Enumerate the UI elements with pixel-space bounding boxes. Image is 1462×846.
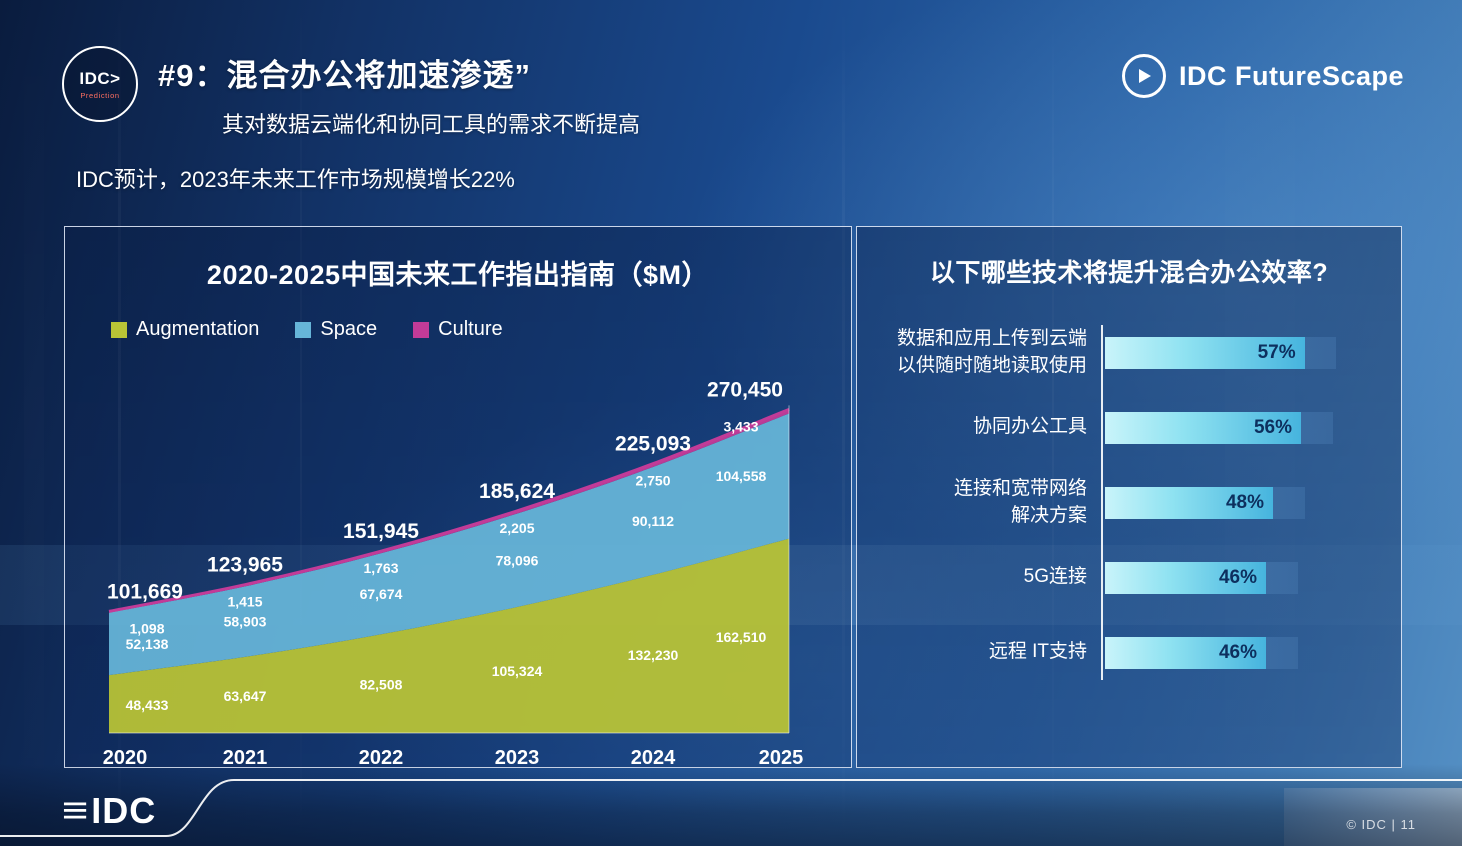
- bar-percent-label: 56%: [1253, 416, 1292, 438]
- bar-row: 数据和应用上传到云端 以供随时随地读取使用 57%: [873, 315, 1385, 390]
- augmentation-value-label: 162,510: [716, 629, 767, 645]
- legend-item-augmentation: Augmentation: [111, 318, 259, 341]
- total-value-label: 151,945: [343, 520, 419, 543]
- background-streak: [842, 0, 845, 846]
- year-axis-label: 2025: [759, 747, 804, 769]
- idc-logo-bars-icon: ≡: [61, 790, 90, 832]
- bar-zone: 57%: [1105, 336, 1385, 369]
- spending-chart-panel: 2020-2025中国未来工作指出指南（$M） Augmentation Spac…: [64, 226, 852, 769]
- legend-item-space: Space: [295, 318, 377, 341]
- background-streak: [300, 0, 302, 846]
- bar-percent-label: 48%: [1225, 491, 1264, 513]
- space-value-label: 78,096: [496, 552, 539, 568]
- bar-percent-label: 57%: [1257, 341, 1296, 363]
- year-axis-label: 2020: [103, 747, 148, 769]
- augmentation-value-label: 105,324: [492, 663, 543, 679]
- total-value-label: 123,965: [207, 554, 283, 577]
- space-value-label: 67,674: [360, 586, 403, 602]
- legend-swatch-icon: [413, 321, 430, 338]
- area-layer-augmentation: [109, 538, 789, 733]
- space-value-label: 90,112: [632, 513, 674, 529]
- culture-value-label: 3,433: [723, 418, 758, 434]
- bar-fill: 46%: [1105, 561, 1266, 594]
- bar-category-label: 远程 IT支持: [988, 641, 1087, 663]
- bar-percent-label: 46%: [1218, 566, 1257, 588]
- culture-value-label: 1,415: [227, 594, 262, 610]
- bar-category-label: 5G连接: [1023, 566, 1087, 588]
- spending-chart-title: 2020-2025中国未来工作指出指南（$M）: [206, 260, 710, 290]
- augmentation-value-label: 82,508: [360, 677, 403, 693]
- year-axis-label: 2022: [359, 747, 404, 769]
- background-streak: [118, 0, 121, 846]
- culture-value-label: 2,750: [635, 473, 670, 489]
- bar-fill: 56%: [1105, 411, 1301, 444]
- bar-fill: 57%: [1105, 336, 1305, 369]
- idc-logo: ≡ IDC: [61, 790, 157, 832]
- bar-row: 5G连接 46%: [873, 540, 1385, 615]
- bar-axis-line: [1101, 325, 1103, 680]
- culture-value-label: 1,763: [363, 560, 398, 576]
- legend-label: Culture: [438, 318, 503, 340]
- bar-category-label: 协同办公工具: [972, 416, 1087, 438]
- area-legend: Augmentation Space Culture: [111, 318, 823, 341]
- background-streak: [24, 0, 44, 846]
- legend-swatch-icon: [111, 321, 127, 338]
- bar-zone: 56%: [1105, 411, 1385, 444]
- idc-prediction-badge: IDC> Prediction: [62, 46, 138, 122]
- total-value-label: 270,450: [707, 378, 783, 401]
- bar-row: 远程 IT支持 46%: [873, 615, 1385, 690]
- augmentation-value-label: 63,647: [224, 688, 267, 704]
- legend-swatch-icon: [295, 321, 312, 338]
- bar-percent-label: 46%: [1218, 641, 1257, 663]
- play-triangle-icon: [1139, 69, 1152, 83]
- bar-category-label: 连接和宽带网络 解决方案: [953, 477, 1087, 526]
- legend-label: Augmentation: [136, 318, 260, 340]
- culture-value-label: 2,205: [499, 520, 534, 536]
- bar-chart: 数据和应用上传到云端 以供随时随地读取使用 57% 协同办公工具 56% 连接和宽带网络解…: [873, 315, 1385, 690]
- year-axis-label: 2023: [495, 747, 540, 769]
- area-layer-space: [109, 413, 789, 676]
- total-value-label: 185,624: [479, 480, 555, 503]
- slide-subtitle: 其对数据云端化和协同工具的需求不断提高: [222, 112, 641, 137]
- bar-zone: 46%: [1105, 561, 1385, 594]
- lead-text: IDC预计，2023年未来工作市场规模增长22%: [76, 167, 515, 192]
- brand-text: IDC FutureScape: [1178, 60, 1404, 91]
- footer: ≡ IDC © IDC | 11: [0, 764, 1462, 846]
- bar-category-label: 数据和应用上传到云端 以供随时随地读取使用: [896, 327, 1087, 376]
- slide-title: #9：混合办公将加速渗透”: [158, 58, 531, 93]
- bar-row: 连接和宽带网络 解决方案 48%: [873, 465, 1385, 540]
- survey-panel: 以下哪些技术将提升混合办公效率? 数据和应用上传到云端 以供随时随地读取使用 57%…: [856, 226, 1402, 768]
- badge-text-prediction: Prediction: [80, 90, 120, 100]
- legend-label: Space: [320, 318, 378, 340]
- bar-zone: 48%: [1105, 486, 1385, 519]
- idc-logo-text: IDC: [91, 790, 157, 831]
- footer-divider-line: [0, 779, 1462, 837]
- bar-row: 协同办公工具 56%: [873, 390, 1385, 465]
- page-number: © IDC | 11: [1346, 817, 1416, 832]
- space-value-label: 58,903: [224, 614, 267, 630]
- idc-futurescape-logo: IDC FutureScape: [1121, 46, 1404, 98]
- total-value-label: 225,093: [615, 433, 691, 456]
- badge-text-idc: IDC>: [79, 68, 121, 88]
- total-value-label: 101,669: [107, 580, 183, 603]
- augmentation-value-label: 48,433: [126, 697, 169, 713]
- header: IDC> Prediction #9：混合办公将加速渗透” 其对数据云端化和协同…: [62, 46, 1404, 139]
- play-icon: [1121, 54, 1166, 98]
- augmentation-value-label: 132,230: [628, 647, 679, 663]
- space-value-label: 52,138: [126, 636, 169, 652]
- year-axis-label: 2024: [631, 747, 676, 769]
- space-value-label: 104,558: [716, 468, 767, 484]
- culture-value-label: 1,098: [129, 620, 164, 636]
- title-block: #9：混合办公将加速渗透” 其对数据云端化和协同工具的需求不断提高: [158, 46, 640, 139]
- survey-title: 以下哪些技术将提升混合办公效率?: [929, 259, 1329, 287]
- background-streak: [1052, 0, 1054, 846]
- year-axis-label: 2021: [223, 747, 268, 769]
- bar-zone: 46%: [1105, 636, 1385, 669]
- bar-fill: 46%: [1105, 636, 1266, 669]
- legend-item-culture: Culture: [413, 318, 503, 341]
- bar-fill: 48%: [1105, 486, 1273, 519]
- culture-top-line: [108, 408, 790, 613]
